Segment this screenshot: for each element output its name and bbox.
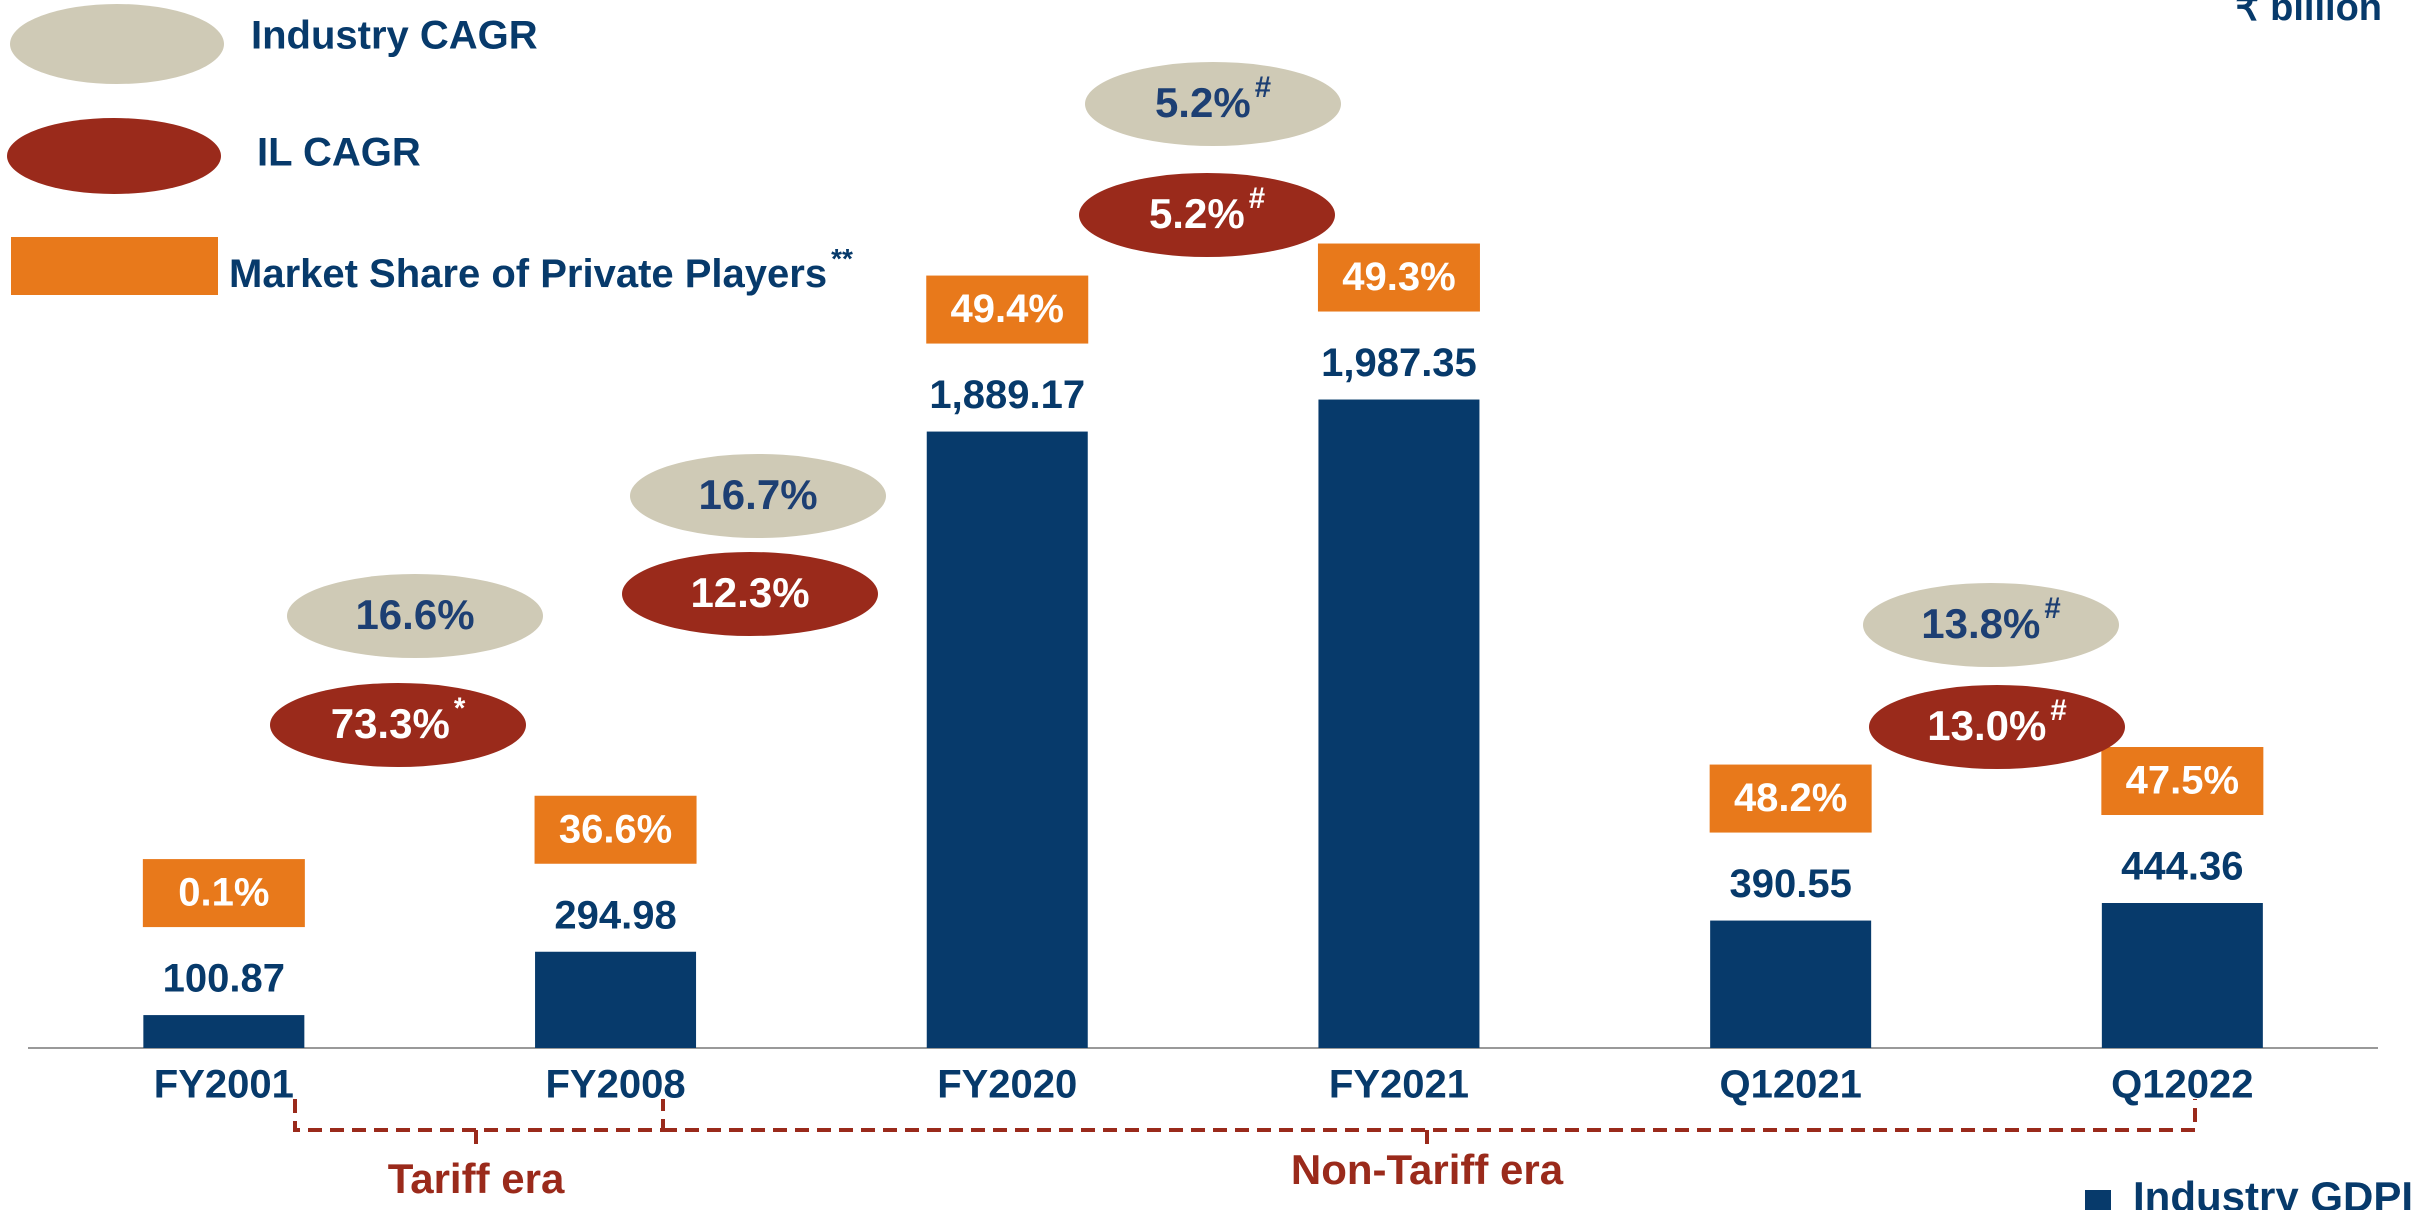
- era-label: Non-Tariff era: [1291, 1146, 1564, 1193]
- value-label: 5.2% #: [1149, 182, 1265, 237]
- bar-value-label: 294.98: [554, 893, 676, 937]
- era-brackets: [293, 1099, 2197, 1148]
- market-share-box: [1709, 764, 1872, 833]
- bar-value-label: 1,987.35: [1321, 341, 1477, 385]
- label-text: 16.6%: [355, 591, 474, 638]
- legend-swatch: [7, 118, 221, 194]
- bar: [926, 431, 1088, 1048]
- label-marker: **: [831, 243, 853, 274]
- value-label: Market Share of Private Players **: [229, 243, 853, 296]
- label-text: 13.8%: [1921, 600, 2040, 647]
- legend-swatch: [10, 4, 224, 84]
- legend-label: Industry CAGR: [251, 14, 538, 58]
- non-tariff-bracket: [663, 1099, 2197, 1132]
- industry-cagr-ellipse: [630, 454, 886, 538]
- value-label: 13.8% #: [1921, 592, 2060, 647]
- value-label: 16.7%: [698, 471, 817, 518]
- label-text: 73.3%: [331, 700, 450, 747]
- market-share-label: 49.3%: [1342, 255, 1455, 299]
- bar: [2101, 903, 2263, 1048]
- era-label: Tariff era: [388, 1155, 565, 1202]
- value-label: 13.0% #: [1927, 694, 2066, 749]
- x-tick-label: FY2020: [937, 1063, 1077, 1107]
- il-cagr-ellipse: [1869, 685, 2125, 769]
- value-label: 12.3%: [690, 569, 809, 616]
- il-cagr-ellipse: [270, 683, 526, 767]
- bar-value-label: 390.55: [1729, 862, 1851, 906]
- label-text: 12.3%: [690, 569, 809, 616]
- market-share-box: [1317, 243, 1480, 312]
- il-cagr-ellipse: [1079, 173, 1335, 257]
- x-tick-label: Q12022: [2111, 1063, 2253, 1107]
- label-text: 5.2%: [1155, 79, 1251, 126]
- label-text: 13.0%: [1927, 702, 2046, 749]
- market-share-box: [2101, 747, 2264, 816]
- x-tick-label: FY2021: [1329, 1063, 1469, 1107]
- label-marker: #: [2050, 694, 2066, 727]
- market-share-box: [142, 859, 305, 928]
- x-tick-label: FY2008: [545, 1063, 685, 1107]
- market-share-box: [534, 795, 697, 864]
- legend-swatch: [11, 237, 218, 295]
- label-marker: #: [2044, 592, 2060, 625]
- market-share-box: [926, 275, 1089, 344]
- label-marker: *: [454, 692, 466, 725]
- label-marker: #: [1255, 71, 1271, 104]
- industry-cagr-ellipse: [1085, 62, 1341, 146]
- bar: [143, 1015, 305, 1048]
- market-share-label: 48.2%: [1734, 776, 1847, 820]
- market-share-label: 49.4%: [951, 287, 1064, 331]
- bar-value-label: 444.36: [2121, 845, 2243, 889]
- industry-cagr-ellipse: [1863, 583, 2119, 667]
- market-share-label: 47.5%: [2126, 759, 2239, 803]
- x-tick-label: FY2001: [154, 1063, 294, 1107]
- bar-value-label: 1,889.17: [929, 373, 1085, 417]
- bar: [1710, 920, 1872, 1048]
- legend-swatch: [2085, 1190, 2111, 1210]
- value-label: 16.6%: [355, 591, 474, 638]
- value-label: 73.3% *: [331, 692, 466, 747]
- value-label: 5.2% #: [1155, 71, 1271, 126]
- bar-value-label: 100.87: [163, 957, 285, 1001]
- market-share-label: 36.6%: [559, 807, 672, 851]
- x-tick-label: Q12021: [1719, 1063, 1861, 1107]
- bar: [535, 951, 697, 1048]
- industry-cagr-ellipse: [287, 574, 543, 658]
- label-text: Market Share of Private Players: [229, 252, 827, 296]
- market-share-label: 0.1%: [178, 871, 269, 915]
- label-marker: #: [1249, 182, 1265, 215]
- legend-label: IL CAGR: [257, 131, 421, 175]
- il-cagr-ellipse: [622, 552, 878, 636]
- bar: [1318, 399, 1480, 1048]
- label-text: 16.7%: [698, 471, 817, 518]
- label-text: 5.2%: [1149, 190, 1245, 237]
- legend-label: Industry GDPI: [2133, 1173, 2413, 1210]
- unit-label: ₹ billion: [2235, 0, 2382, 29]
